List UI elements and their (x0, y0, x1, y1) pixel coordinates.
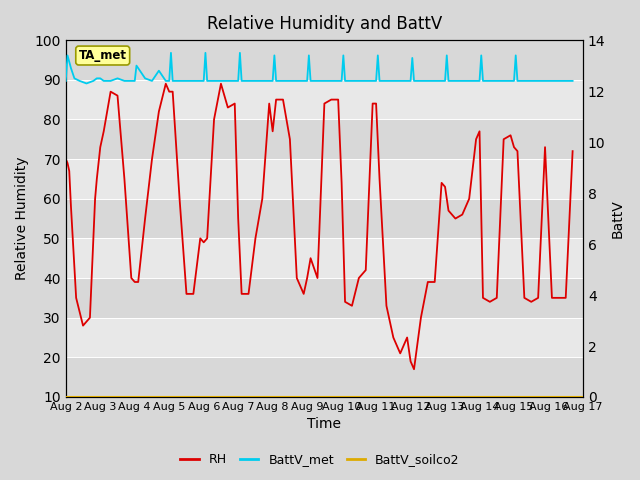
Bar (66, 318, 583, 357)
Bar (66, 357, 583, 397)
Bar (66, 40, 583, 80)
X-axis label: Time: Time (307, 418, 341, 432)
Title: Relative Humidity and BattV: Relative Humidity and BattV (207, 15, 442, 33)
Bar (66, 120, 583, 159)
Bar (66, 278, 583, 318)
Y-axis label: Relative Humidity: Relative Humidity (15, 157, 29, 280)
Bar (66, 80, 583, 120)
Bar (66, 199, 583, 239)
Text: TA_met: TA_met (79, 49, 127, 62)
Legend: RH, BattV_met, BattV_soilco2: RH, BattV_met, BattV_soilco2 (175, 448, 465, 471)
Y-axis label: BattV: BattV (611, 199, 625, 238)
Bar (66, 239, 583, 278)
Bar (66, 159, 583, 199)
